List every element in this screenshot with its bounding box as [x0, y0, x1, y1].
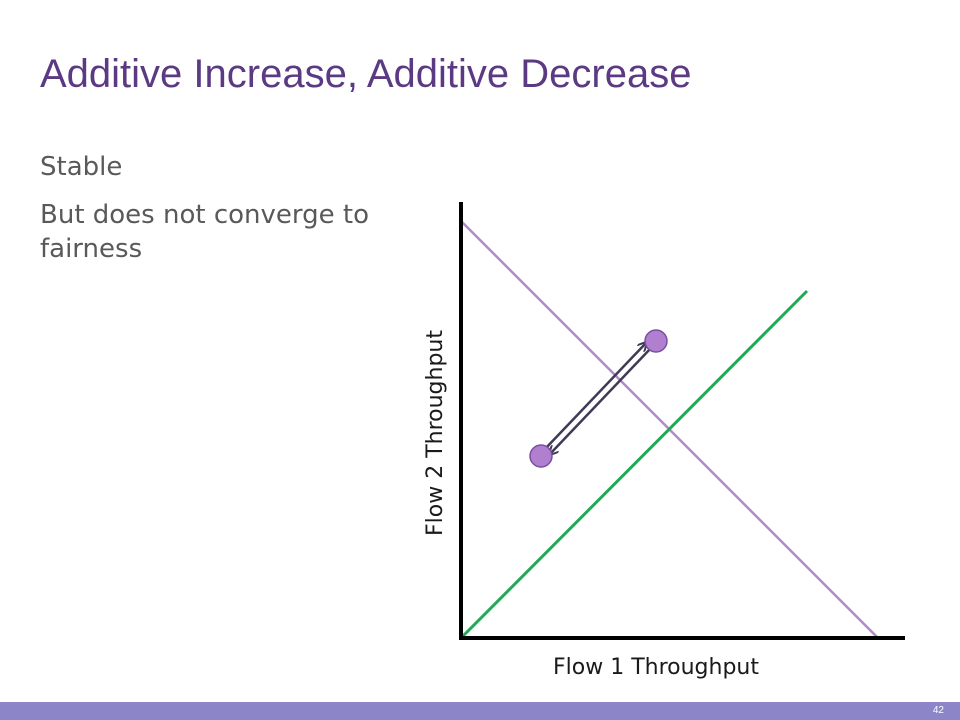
increase-arrow [544, 343, 646, 450]
aiad-diagram: Flow 1 Throughput Flow 2 Throughput [423, 202, 905, 680]
slide-number: 42 [932, 705, 944, 716]
bullet-list: Stable But does not converge to fairness [40, 150, 400, 280]
state-point-low [529, 444, 553, 468]
x-axis-label: Flow 1 Throughput [553, 655, 759, 680]
y-axis-label: Flow 2 Throughput [423, 330, 448, 536]
slide-title: Additive Increase, Additive Decrease [40, 52, 692, 96]
footer-bar: 42 [0, 702, 960, 720]
bullet-no-fairness: But does not converge to fairness [40, 200, 369, 264]
fairness-line [460, 289, 809, 639]
state-point-high [644, 329, 668, 353]
bullet-stable: Stable [40, 152, 123, 182]
decrease-arrow [550, 347, 652, 454]
